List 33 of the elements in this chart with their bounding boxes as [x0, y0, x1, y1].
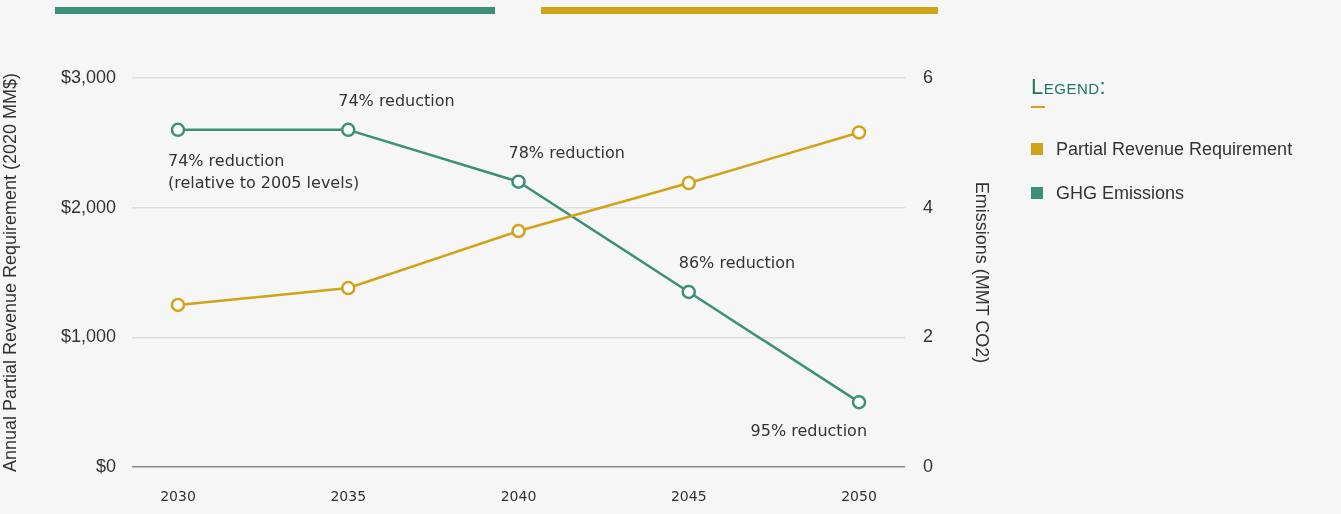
y-tick-label: $3,000 [60, 66, 116, 87]
annotation: 74% reduction [338, 91, 455, 111]
point [511, 223, 526, 239]
point [340, 280, 356, 296]
annotation: 78% reduction [508, 142, 625, 162]
annotation: 74% reduction (relative to 2005 levels) [167, 151, 360, 193]
x-tick-label: 2050 [841, 488, 877, 505]
x-tick-label: 2040 [500, 488, 537, 505]
y-axis-title: Annual Partial Revenue Requirement (2020 MM$) [0, 72, 20, 473]
y2-tick-label: 4 [923, 196, 934, 217]
legend-label: Partial Revenue Requirement [1056, 138, 1293, 160]
y2-axis-title: Emissions (MMT CO2) [972, 181, 993, 364]
point [511, 174, 526, 189]
point [170, 297, 186, 313]
annotation: 86% reduction [678, 253, 796, 273]
y-tick-label: $0 [95, 455, 116, 476]
y2-tick-label: 6 [923, 66, 934, 87]
x-tick-label: 2035 [330, 488, 367, 505]
point [681, 284, 697, 300]
annotation: 95% reduction [750, 421, 868, 441]
point [340, 122, 356, 138]
x-tick-label: 2030 [160, 488, 196, 505]
x-tick-label: 2045 [670, 488, 707, 505]
y2-tick-label: 0 [923, 455, 934, 476]
y2-tick-label: 2 [923, 326, 934, 347]
point [851, 394, 867, 410]
y-tick-label: $1,000 [60, 326, 116, 347]
legend-title: Legend: [1031, 74, 1108, 100]
point [851, 125, 867, 140]
y-tick-label: $2,000 [60, 196, 116, 217]
legend-label: GHG Emissions [1056, 182, 1185, 204]
point [170, 122, 186, 138]
point [681, 175, 697, 191]
